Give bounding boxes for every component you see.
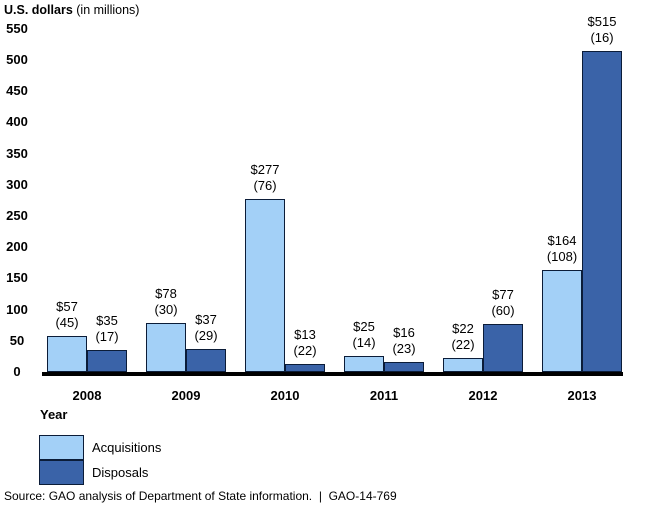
bar-disposals-2009	[186, 349, 226, 372]
bar-label-disposals-2011: $16 (23)	[364, 325, 444, 357]
bar-count: (16)	[590, 30, 614, 45]
chart-title: U.S. dollars (in millions)	[4, 3, 139, 17]
x-axis-line	[42, 372, 623, 376]
legend-swatch-disposals	[39, 460, 84, 485]
bar-label-acquisitions-2010: $277 (76)	[225, 162, 305, 194]
bar-label-disposals-2013: $515 (16)	[562, 14, 642, 46]
bar-value: $25	[353, 319, 375, 334]
bar-count: (76)	[253, 178, 277, 193]
y-tick-450: 450	[6, 83, 28, 99]
bar-count: (23)	[392, 341, 416, 356]
x-label-2008: 2008	[72, 388, 102, 403]
x-label-2011: 2011	[369, 388, 399, 403]
bar-acquisitions-2011	[344, 356, 384, 372]
bar-count: (22)	[451, 337, 475, 352]
y-tick-350: 350	[6, 145, 28, 161]
legend-label-disposals: Disposals	[92, 465, 149, 480]
bar-acquisitions-2009	[146, 323, 186, 372]
bar-disposals-2008	[87, 350, 127, 372]
y-tick-0: 0	[13, 364, 21, 379]
bar-acquisitions-2012	[443, 358, 483, 372]
bar-value: $16	[393, 325, 415, 340]
bar-label-acquisitions-2009: $78 (30)	[126, 286, 206, 318]
y-tick-550: 550	[6, 20, 28, 36]
source-note: Source: GAO analysis of Department of St…	[4, 489, 397, 503]
bar-label-disposals-2009: $37 (29)	[166, 312, 246, 344]
bar-label-acquisitions-2011: $25 (14)	[324, 319, 404, 351]
y-tick-50: 50	[9, 332, 25, 348]
y-tick-300: 300	[6, 176, 28, 192]
bar-count: (14)	[352, 335, 376, 350]
y-tick-150: 150	[6, 270, 28, 286]
bar-value: $57	[56, 299, 78, 314]
bar-disposals-2012	[483, 324, 523, 372]
bar-value: $164	[547, 233, 577, 248]
bar-count: (29)	[194, 328, 218, 343]
bar-count: (108)	[546, 249, 578, 264]
x-label-2012: 2012	[468, 388, 498, 403]
bar-acquisitions-2010	[245, 199, 285, 372]
y-tick-100: 100	[6, 301, 28, 317]
bar-value: $277	[250, 162, 280, 177]
bar-value: $35	[96, 313, 118, 328]
x-label-2013: 2013	[567, 388, 597, 403]
y-tick-200: 200	[6, 239, 28, 255]
bar-value: $77	[492, 287, 514, 302]
x-label-2009: 2009	[171, 388, 201, 403]
y-tick-400: 400	[6, 114, 28, 130]
y-tick-500: 500	[6, 52, 28, 67]
bar-label-disposals-2012: $77 (60)	[463, 287, 543, 319]
bar-value: $22	[452, 321, 474, 336]
bar-value: $515	[587, 14, 617, 29]
bar-label-disposals-2010: $13 (22)	[265, 327, 345, 359]
bar-count: (60)	[491, 303, 515, 318]
bar-acquisitions-2008	[47, 336, 87, 372]
bar-value: $78	[155, 286, 177, 301]
bar-label-acquisitions-2013: $164 (108)	[522, 233, 602, 265]
bar-count: (45)	[55, 315, 79, 330]
chart-title-main: U.S. dollars	[4, 3, 73, 17]
bar-label-acquisitions-2008: $57 (45)	[27, 299, 107, 331]
bar-disposals-2013	[582, 51, 622, 372]
bar-disposals-2011	[384, 362, 424, 372]
bar-value: $37	[195, 312, 217, 327]
x-axis-title: Year	[40, 407, 68, 422]
legend-swatch-acquisitions	[39, 435, 84, 460]
x-label-2010: 2010	[270, 388, 300, 403]
bar-count: (30)	[154, 302, 178, 317]
chart-title-unit: (in millions)	[72, 3, 140, 17]
bar-label-acquisitions-2012: $22 (22)	[423, 321, 503, 353]
bar-count: (22)	[293, 343, 317, 358]
bar-disposals-2010	[285, 364, 325, 372]
bar-count: (17)	[95, 329, 119, 344]
y-tick-250: 250	[6, 208, 28, 223]
bar-label-disposals-2008: $35 (17)	[67, 313, 147, 345]
bar-acquisitions-2013	[542, 270, 582, 372]
legend-label-acquisitions: Acquisitions	[92, 440, 162, 455]
bar-value: $13	[294, 327, 316, 342]
